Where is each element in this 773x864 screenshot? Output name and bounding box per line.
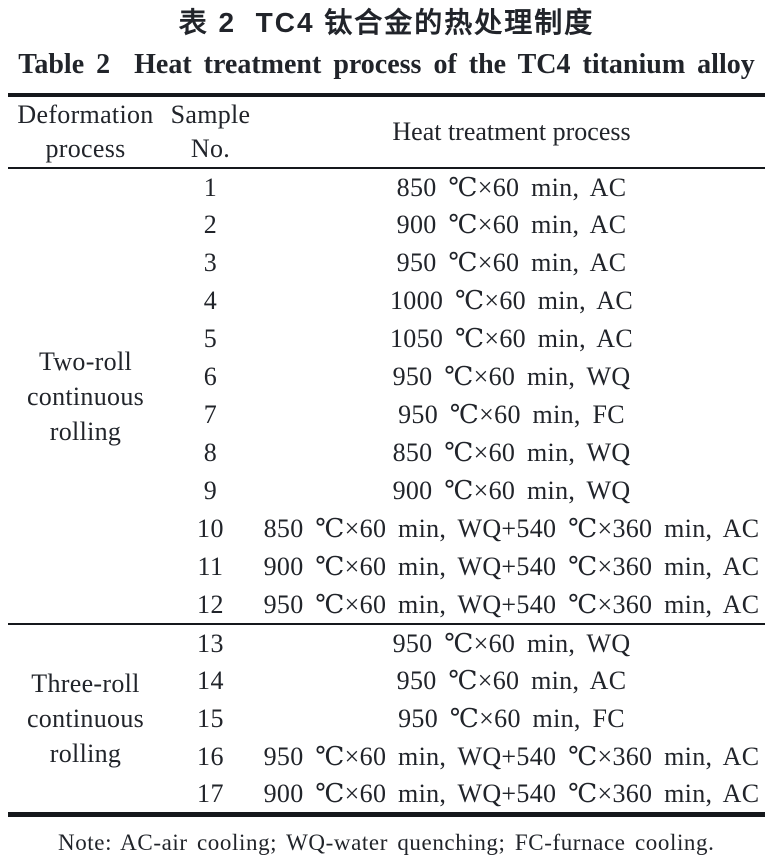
table-row: Three-roll continuous rolling 13 950 ℃×6…	[8, 623, 765, 814]
table-row: 17 900 ℃×60 min, WQ+540 ℃×360 min, AC	[8, 776, 765, 814]
table-row: 5 1050 ℃×60 min, AC	[8, 320, 765, 358]
table-row: 10 850 ℃×60 min, WQ+540 ℃×360 min, AC	[8, 510, 765, 548]
sample-no-cell: 8	[203, 438, 218, 467]
sample-no-cell: 13	[163, 623, 258, 662]
table-row: 15 950 ℃×60 min, FC	[8, 700, 765, 738]
table-row: 2 900 ℃×60 min, AC	[8, 206, 765, 244]
sample-no-cell: 9	[203, 476, 218, 505]
table-header: Deformation process Sample No. Heat trea…	[8, 95, 765, 169]
heat-treatment-table: Deformation process Sample No. Heat trea…	[8, 93, 765, 817]
sample-no-cell: 14	[197, 666, 224, 695]
col-header-sample-no: Sample No.	[163, 95, 258, 169]
process-cell: 850 ℃×60 min, WQ	[392, 438, 631, 467]
table-row: 14 950 ℃×60 min, AC	[8, 662, 765, 700]
process-cell: 1050 ℃×60 min, AC	[390, 324, 633, 353]
label-line: rolling	[49, 738, 122, 768]
table-row: 7 950 ℃×60 min, FC	[8, 396, 765, 434]
header-row: Deformation process Sample No. Heat trea…	[8, 95, 765, 169]
table-row: 8 850 ℃×60 min, WQ	[8, 434, 765, 472]
sample-no-cell: 17	[197, 778, 224, 808]
sample-no-cell: 11	[197, 552, 224, 581]
process-cell: 950 ℃×60 min, WQ	[392, 362, 631, 391]
process-cell: 950 ℃×60 min, FC	[398, 704, 625, 733]
table-row: 11 900 ℃×60 min, WQ+540 ℃×360 min, AC	[8, 548, 765, 586]
process-cell: 950 ℃×60 min, WQ+540 ℃×360 min, AC	[263, 589, 760, 619]
sample-no-cell: 10	[197, 514, 224, 543]
table-row: 12 950 ℃×60 min, WQ+540 ℃×360 min, AC	[8, 586, 765, 624]
process-cell: 950 ℃×60 min, WQ+540 ℃×360 min, AC	[263, 742, 760, 771]
section-two-roll: Two-roll continuous rolling 1 850 ℃×60 m…	[8, 168, 765, 624]
table-row: 6 950 ℃×60 min, WQ	[8, 358, 765, 396]
process-cell: 900 ℃×60 min, AC	[396, 210, 627, 239]
sample-no-cell: 5	[203, 324, 218, 353]
table-row: 9 900 ℃×60 min, WQ	[8, 472, 765, 510]
table-row: 16 950 ℃×60 min, WQ+540 ℃×360 min, AC	[8, 738, 765, 776]
process-cell: 950 ℃×60 min, AC	[396, 248, 627, 277]
table-row: 4 1000 ℃×60 min, AC	[8, 282, 765, 320]
sample-no-cell: 2	[203, 210, 218, 239]
section-three-roll: Three-roll continuous rolling 13 950 ℃×6…	[8, 623, 765, 814]
label-line: rolling	[49, 416, 122, 446]
table-note: Note: AC-air cooling; WQ-water quenching…	[58, 829, 715, 855]
table-row: Two-roll continuous rolling 1 850 ℃×60 m…	[8, 168, 765, 446]
col-header-heat-treatment-process: Heat treatment process	[258, 95, 765, 169]
sample-no-cell: 1	[203, 172, 218, 202]
process-cell: 850 ℃×60 min, WQ+540 ℃×360 min, AC	[263, 514, 760, 543]
process-cell: 900 ℃×60 min, WQ+540 ℃×360 min, AC	[263, 778, 760, 808]
process-cell: 950 ℃×60 min, WQ	[258, 623, 765, 662]
sample-no-cell: 3	[203, 248, 218, 277]
label-line: Two-roll	[38, 346, 132, 376]
header-line: Deformation	[17, 100, 154, 129]
sample-no-cell: 4	[203, 286, 218, 315]
deformation-label-two-roll: Two-roll continuous rolling	[8, 168, 163, 624]
sample-no-cell: 12	[197, 589, 224, 619]
sample-no-cell: 7	[203, 400, 218, 429]
process-cell: 1000 ℃×60 min, AC	[390, 286, 633, 315]
label-line: Three-roll	[31, 668, 140, 698]
label-line: continuous	[26, 381, 145, 411]
sample-no-cell: 6	[203, 362, 218, 391]
header-line: No.	[190, 134, 231, 163]
process-cell: 950 ℃×60 min, FC	[398, 400, 625, 429]
col-header-deformation-process: Deformation process	[8, 95, 163, 169]
process-cell: 950 ℃×60 min, AC	[396, 666, 627, 695]
sample-no-cell: 16	[197, 742, 224, 771]
process-cell: 900 ℃×60 min, WQ+540 ℃×360 min, AC	[263, 552, 760, 581]
label-line: continuous	[26, 703, 145, 733]
table-title-english: Table 2 Heat treatment process of the TC…	[18, 49, 755, 80]
process-cell: 850 ℃×60 min, AC	[396, 172, 627, 202]
header-line: Sample	[170, 100, 251, 129]
table-title-chinese: 表 2 TC4 钛合金的热处理制度	[178, 7, 595, 38]
deformation-label-three-roll: Three-roll continuous rolling	[8, 623, 163, 814]
process-cell: 900 ℃×60 min, WQ	[392, 476, 631, 505]
sample-no-cell: 15	[197, 704, 224, 733]
header-line: process	[45, 134, 126, 163]
table-row: 3 950 ℃×60 min, AC	[8, 244, 765, 282]
